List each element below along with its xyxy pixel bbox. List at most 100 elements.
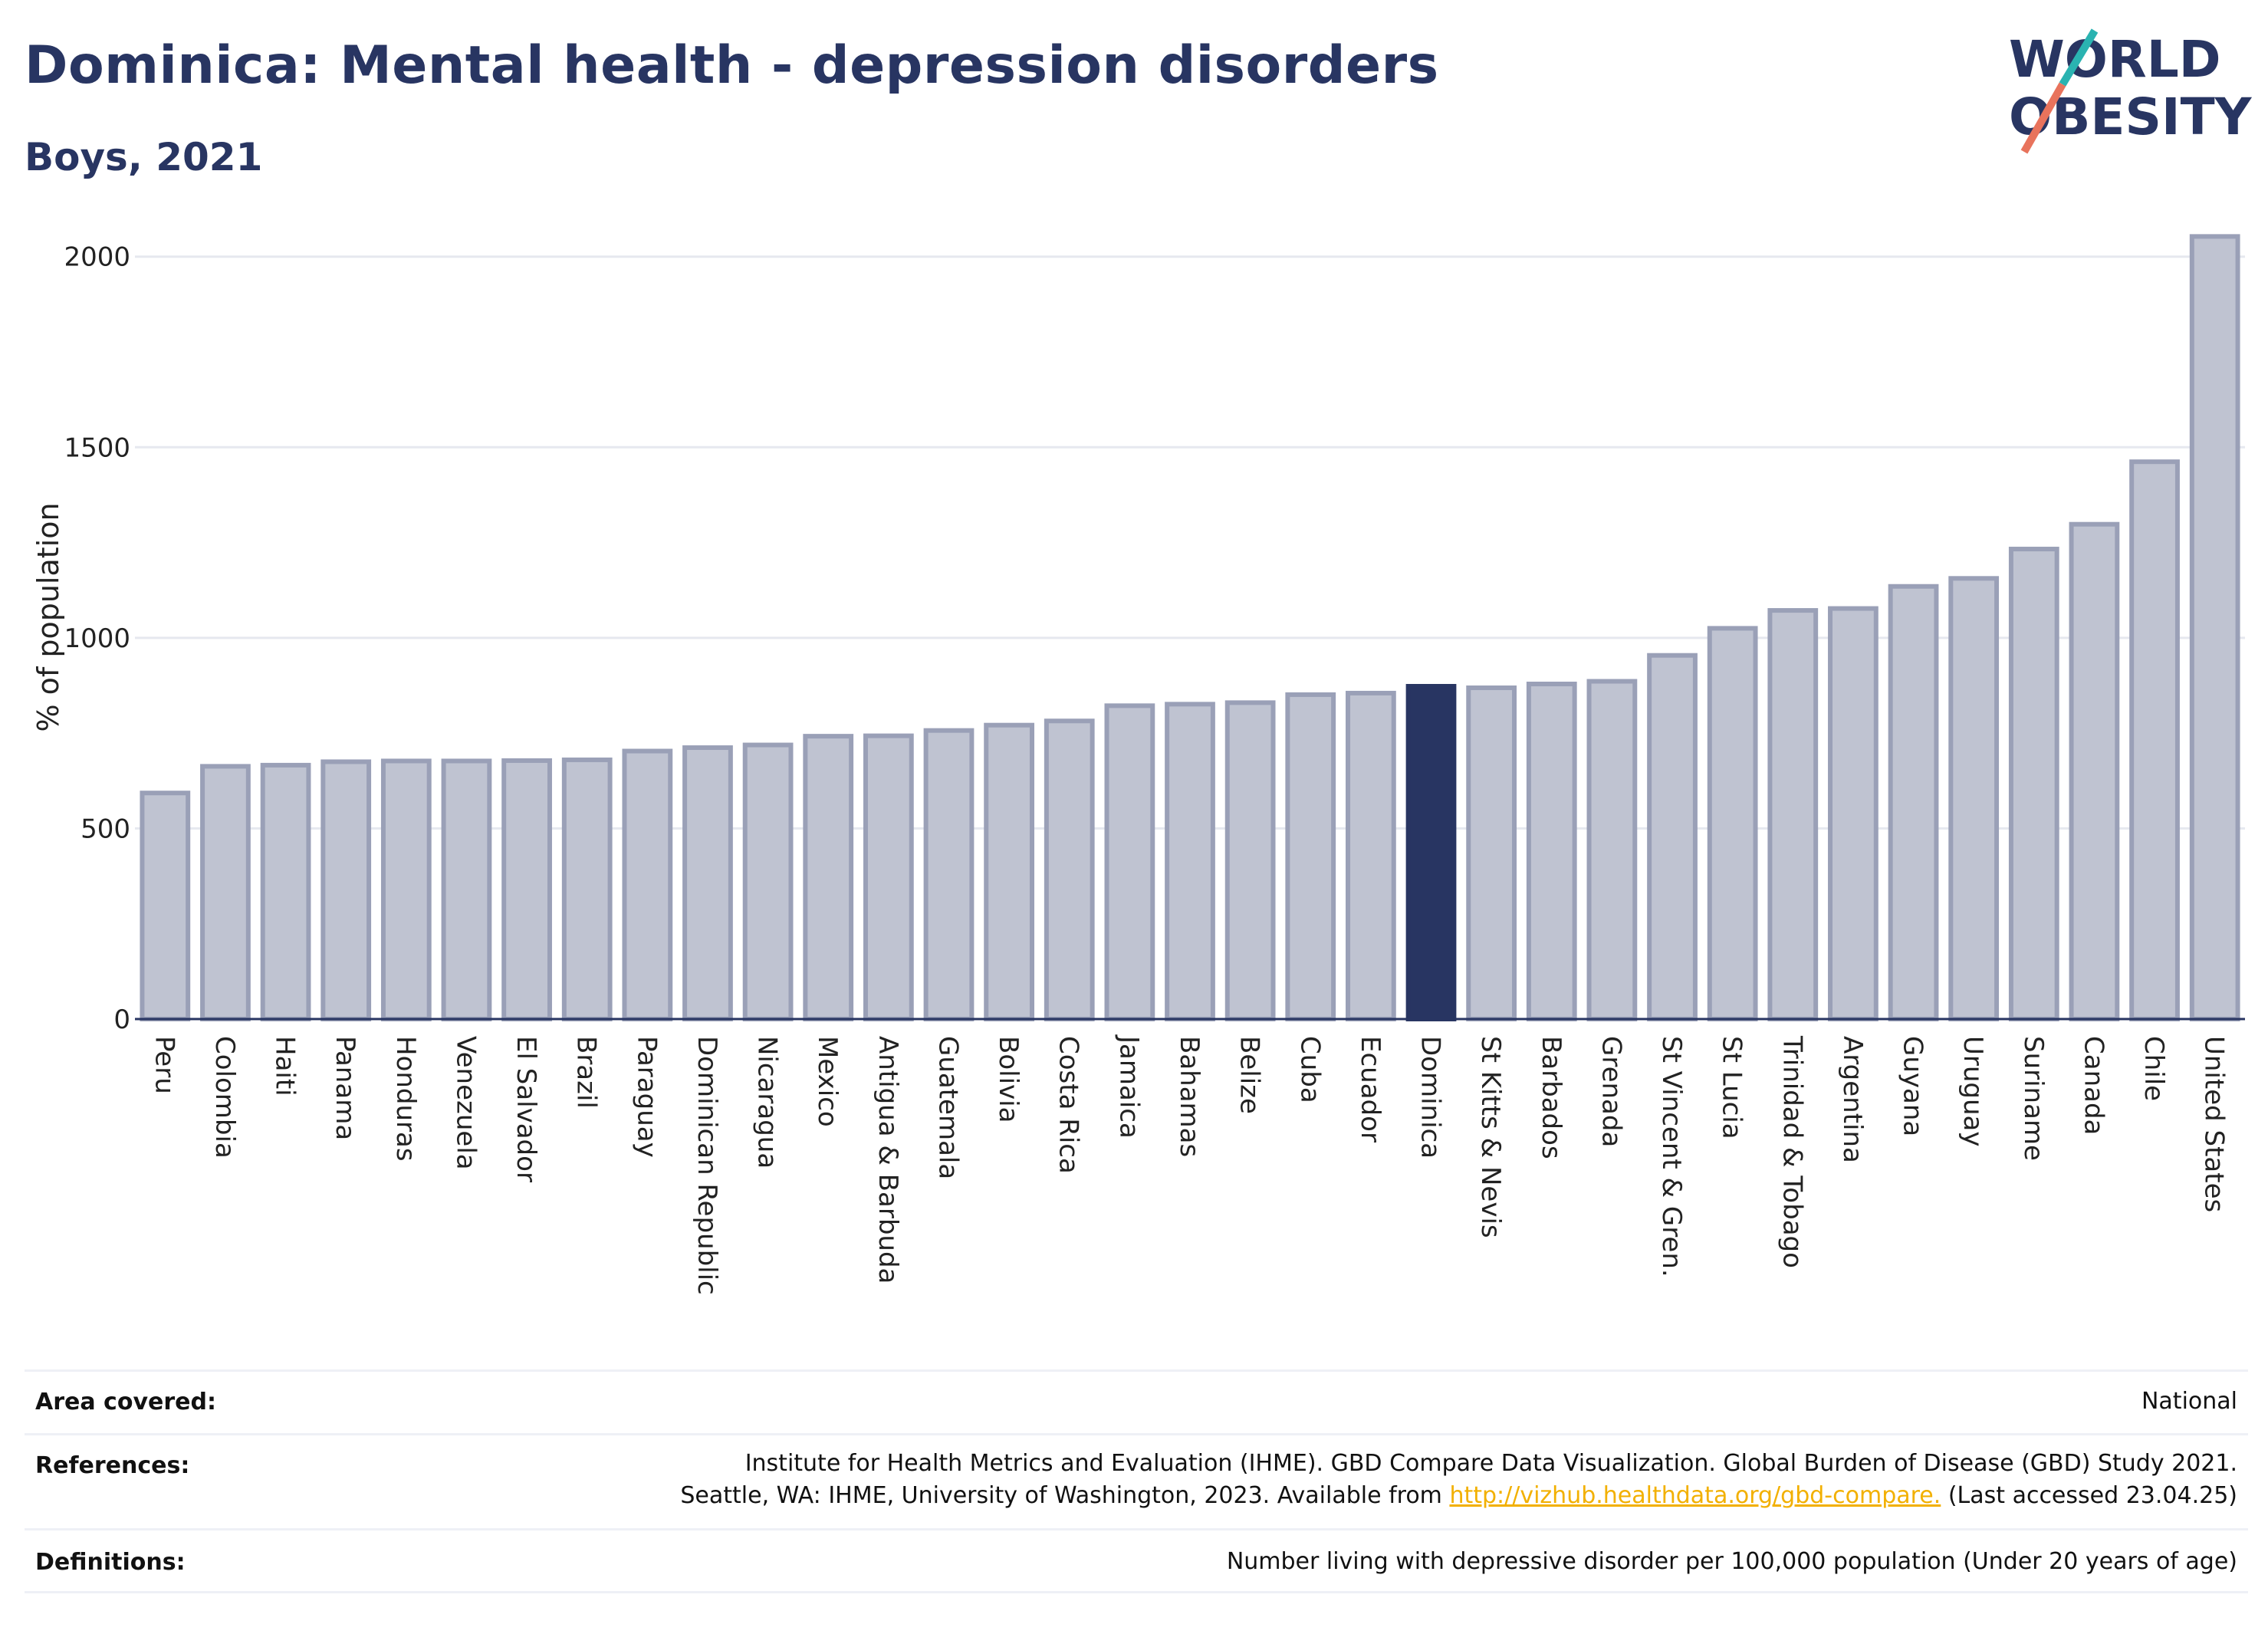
bar-ecuador <box>1346 690 1396 1021</box>
bar-dominica <box>1405 683 1457 1021</box>
x-tick-label: Chile <box>2138 1036 2169 1101</box>
bar-dominican-republic <box>682 745 733 1022</box>
x-tick-label: Dominican Republic <box>692 1036 722 1295</box>
bar-costa-rica <box>1044 718 1095 1022</box>
area-covered-label: Area covered: <box>35 1389 216 1415</box>
bar-venezuela <box>441 758 492 1021</box>
x-tick-label: El Salvador <box>511 1036 541 1182</box>
bar-st-lucia <box>1707 626 1758 1022</box>
bar-guyana <box>1888 584 1939 1021</box>
x-tick-label: Honduras <box>390 1036 421 1162</box>
x-tick-label: Uruguay <box>1957 1036 1988 1147</box>
references-line-1: Institute for Health Metrics and Evaluat… <box>744 1450 2237 1477</box>
bar-united-states <box>2189 234 2240 1021</box>
x-tick-label: Panama <box>330 1036 360 1140</box>
bar-jamaica <box>1104 703 1155 1021</box>
x-tick-label: Ecuador <box>1355 1036 1385 1142</box>
x-tick-label: Cuba <box>1294 1036 1325 1103</box>
x-tick-label: Argentina <box>1837 1036 1868 1163</box>
bar-suriname <box>2008 547 2059 1021</box>
area-covered-row: Area covered: National <box>25 1369 2248 1433</box>
references-line-2: Seattle, WA: IHME, University of Washing… <box>680 1480 2237 1512</box>
x-tick-label: United States <box>2199 1036 2230 1212</box>
chart-subtitle: Boys, 2021 <box>25 135 263 179</box>
bar-nicaragua <box>742 742 794 1021</box>
bar-el-salvador <box>501 758 552 1021</box>
x-tick-label: Canada <box>2078 1036 2109 1135</box>
x-tick-label: Guyana <box>1898 1036 1928 1136</box>
y-tick-label: 0 <box>113 1004 130 1035</box>
x-tick-label: Guatemala <box>932 1036 963 1179</box>
bar-st-vincent-gren- <box>1647 653 1698 1021</box>
bar-bolivia <box>984 722 1034 1022</box>
x-axis-labels: Peru Colombia Haiti Panama Honduras Venezuela… <box>149 1034 2229 1295</box>
x-tick-label: Costa Rica <box>1053 1036 1084 1174</box>
bar-uruguay <box>1948 576 2000 1021</box>
svg-text:OBESITY: OBESITY <box>2009 87 2253 146</box>
bar-st-kitts-nevis <box>1466 685 1517 1021</box>
bar-grenada <box>1586 679 1638 1021</box>
y-axis-ticks: 0 500 1000 1500 2000 <box>64 242 130 1035</box>
bar-antigua-barbuda <box>863 733 914 1021</box>
references-value: Institute for Health Metrics and Evaluat… <box>680 1448 2237 1512</box>
x-tick-label: Paraguay <box>631 1036 662 1158</box>
svg-text:WORLD: WORLD <box>2009 30 2221 89</box>
bar-brazil <box>561 757 613 1021</box>
bars <box>140 234 2240 1022</box>
x-tick-label: Bahamas <box>1174 1036 1205 1157</box>
bar-belize <box>1224 700 1276 1021</box>
definitions-row: Definitions: Number living with depressi… <box>25 1528 2248 1593</box>
x-tick-label: Nicaragua <box>752 1036 783 1169</box>
bar-haiti <box>260 762 311 1021</box>
world-obesity-logo: WORLD OBESITY <box>2009 28 2253 154</box>
bar-honduras <box>380 758 432 1021</box>
bar-mexico <box>803 734 854 1021</box>
x-tick-label: Jamaica <box>1113 1034 1144 1139</box>
bar-chile <box>2129 459 2180 1021</box>
chart-title: Dominica: Mental health - depression dis… <box>25 35 1439 96</box>
x-tick-label: Haiti <box>270 1036 301 1096</box>
bar-panama <box>320 759 372 1022</box>
bar-barbados <box>1526 682 1577 1021</box>
bar-paraguay <box>622 748 673 1021</box>
x-tick-label: St Lucia <box>1717 1036 1747 1139</box>
x-tick-label: Peru <box>149 1036 179 1094</box>
bar-argentina <box>1828 606 1878 1021</box>
bar-trinidad-tobago <box>1767 608 1819 1021</box>
x-tick-label: Antigua & Barbuda <box>873 1036 903 1284</box>
x-tick-label: Colombia <box>209 1036 240 1159</box>
y-axis-title: % of population <box>31 502 65 732</box>
x-tick-label: Bolivia <box>993 1036 1024 1123</box>
bar-chart: 0 500 1000 1500 2000 Peru Colombia Haiti Panama… <box>31 234 2245 1295</box>
references-row: References: Institute for Health Metrics… <box>25 1433 2248 1528</box>
x-tick-label: Brazil <box>571 1036 602 1109</box>
y-tick-label: 1500 <box>64 432 130 463</box>
references-line-2-post: (Last accessed 23.04.25) <box>1941 1482 2237 1509</box>
gbd-compare-link[interactable]: http://vizhub.healthdata.org/gbd-compare… <box>1449 1482 1941 1509</box>
definitions-label: Definitions: <box>35 1549 186 1576</box>
x-tick-label: Grenada <box>1596 1036 1626 1147</box>
bar-cuba <box>1285 692 1336 1022</box>
definitions-value: Number living with depressive disorder p… <box>1226 1548 2237 1575</box>
x-tick-label: St Kitts & Nevis <box>1475 1036 1506 1238</box>
y-tick-label: 2000 <box>64 242 130 273</box>
footer-table: Area covered: National References: Insti… <box>25 1369 2248 1593</box>
references-label: References: <box>35 1452 190 1479</box>
bar-peru <box>140 791 191 1022</box>
x-tick-label: Dominica <box>1415 1036 1446 1159</box>
x-tick-label: St Vincent & Gren. <box>1656 1036 1687 1277</box>
references-line-2-pre: Seattle, WA: IHME, University of Washing… <box>680 1482 1450 1509</box>
x-tick-label: Suriname <box>2018 1036 2049 1161</box>
area-covered-value: National <box>2141 1388 2237 1415</box>
bar-canada <box>2069 521 2120 1021</box>
bar-guatemala <box>923 728 975 1021</box>
x-tick-label: Trinidad & Tobago <box>1777 1035 1807 1268</box>
bar-colombia <box>200 764 251 1021</box>
x-tick-label: Belize <box>1234 1036 1265 1114</box>
bar-bahamas <box>1165 702 1215 1021</box>
x-tick-label: Mexico <box>812 1036 843 1127</box>
y-tick-label: 1000 <box>64 623 130 654</box>
x-tick-label: Venezuela <box>450 1036 481 1170</box>
x-tick-label: Barbados <box>1536 1036 1566 1159</box>
y-tick-label: 500 <box>81 814 130 844</box>
